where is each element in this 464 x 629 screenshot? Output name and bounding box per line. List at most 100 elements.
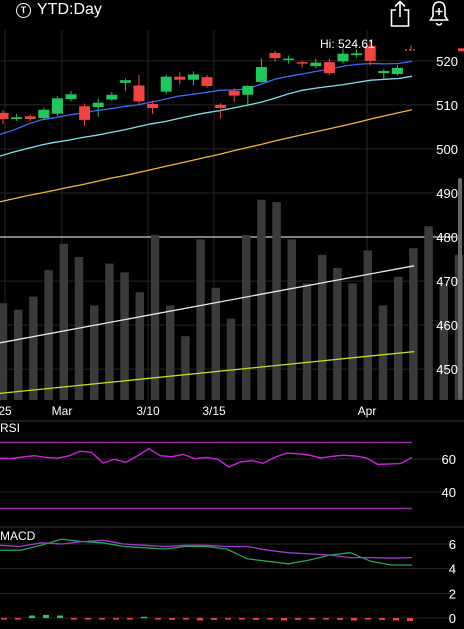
- volume-bar: [348, 283, 357, 400]
- candle-body: [65, 94, 77, 100]
- macd-histogram-bar: [1, 618, 7, 620]
- share-button[interactable]: [388, 0, 412, 28]
- volume-bar: [13, 309, 23, 400]
- price-axis: 450 460 470 480 490 500 510 520: [436, 54, 458, 377]
- candle-body: [283, 58, 295, 61]
- macd-histogram-bar: [337, 618, 343, 620]
- volume-bar: [317, 254, 327, 400]
- macd-histogram-bar: [127, 618, 133, 620]
- volume-bar: [44, 270, 53, 400]
- volume-bar: [165, 305, 175, 400]
- rsi-line: [0, 447, 413, 468]
- candle-body: [310, 62, 322, 67]
- date-tick-label: 25: [0, 404, 12, 418]
- ma-slow-line: [0, 109, 413, 203]
- volume-ma-green-line: [0, 350, 415, 395]
- price-tick-label: 500: [436, 142, 458, 157]
- macd-histogram-bar: [29, 615, 35, 618]
- volume-layer: [0, 199, 464, 400]
- volume-bar: [378, 305, 388, 400]
- share-icon: [390, 0, 410, 27]
- volume-bar: [59, 243, 69, 400]
- macd-histogram-bar: [71, 618, 77, 620]
- alert-button[interactable]: [427, 0, 451, 28]
- date-tick-label: 3/10: [136, 404, 160, 418]
- macd-panel: 0 2 4 6 MACD: [0, 526, 464, 626]
- macd-histogram-bar: [183, 618, 189, 620]
- macd-histogram-bar: [365, 618, 371, 620]
- macd-histogram-bar: [267, 618, 273, 620]
- volume-ma-white-line: [0, 265, 415, 344]
- candle-body: [269, 52, 281, 59]
- macd-histogram-bar: [393, 618, 399, 621]
- candle-body: [201, 77, 213, 86]
- candle-body: [24, 116, 36, 119]
- candlestick-layer: [0, 40, 464, 127]
- candle-body: [391, 67, 403, 75]
- price-tick-label: 480: [436, 230, 458, 245]
- macd-histogram-bar: [169, 618, 175, 620]
- price-tick-label: 520: [436, 54, 458, 69]
- volume-bar: [196, 239, 205, 400]
- candle-body: [160, 76, 172, 92]
- volume-bar: [363, 250, 373, 400]
- date-tick-label: Mar: [52, 404, 73, 418]
- candle-body: [364, 45, 376, 61]
- macd-histogram-bar: [351, 618, 357, 621]
- macd-histogram-bar: [379, 618, 385, 620]
- period-label: YTD:Day: [37, 1, 102, 18]
- vertical-scrollbar[interactable]: [458, 178, 462, 400]
- macd-tick-label: 4: [449, 562, 456, 577]
- date-tick-label: 3/15: [202, 404, 226, 418]
- macd-histogram-bar: [225, 618, 231, 620]
- macd-histogram-bar: [57, 615, 63, 618]
- candle-body: [119, 80, 131, 83]
- volume-bar: [181, 336, 190, 400]
- price-tick-label: 490: [436, 186, 458, 201]
- last-price-marker: [458, 48, 464, 52]
- candle-body: [296, 62, 308, 64]
- period-selector[interactable]: T YTD:Day: [16, 1, 102, 19]
- candle-body: [51, 98, 63, 114]
- price-tick-label: 460: [436, 318, 458, 333]
- ma-mid-line: [0, 75, 413, 157]
- volume-bar: [287, 239, 297, 400]
- candle-body: [92, 102, 104, 108]
- macd-histogram-bar: [155, 618, 161, 620]
- volume-bar: [241, 235, 251, 400]
- candle-body: [323, 62, 335, 74]
- rsi-tick-label: 60: [442, 452, 456, 467]
- rsi-title: RSI: [0, 421, 20, 435]
- bell-plus-icon: [429, 1, 449, 26]
- candle-body: [215, 104, 227, 108]
- macd-histogram-bar: [239, 618, 245, 620]
- candle-body: [133, 85, 145, 102]
- volume-bar: [333, 268, 342, 400]
- candle-body: [228, 90, 240, 96]
- candle-body: [255, 67, 267, 82]
- candle-body: [11, 117, 23, 119]
- chart-toolbar: T YTD:Day: [0, 0, 464, 28]
- high-price-label: Hi: 524.61: [320, 37, 375, 51]
- macd-signal-line: [0, 538, 412, 566]
- rsi-panel: 40 60 RSI: [0, 420, 464, 510]
- volume-bar: [409, 248, 418, 400]
- ma-fast-line: [0, 60, 413, 136]
- price-tick-label: 510: [436, 98, 458, 113]
- candle-body: [242, 85, 254, 95]
- volume-bar: [424, 226, 433, 400]
- macd-histogram-bar: [407, 618, 413, 622]
- date-axis: 25 Mar 3/10 3/15 Apr: [0, 404, 376, 418]
- volume-bar: [211, 287, 221, 400]
- macd-tick-label: 0: [449, 611, 456, 626]
- candle-body: [106, 94, 118, 100]
- macd-histogram-bar: [323, 618, 329, 620]
- macd-histogram-bar: [15, 618, 21, 620]
- macd-histogram-bar: [99, 618, 105, 620]
- volume-bar: [226, 318, 236, 400]
- volume-bar: [150, 235, 160, 400]
- macd-histogram-bar: [197, 618, 203, 621]
- macd-histogram-bar: [85, 618, 91, 620]
- volume-bar: [393, 276, 403, 400]
